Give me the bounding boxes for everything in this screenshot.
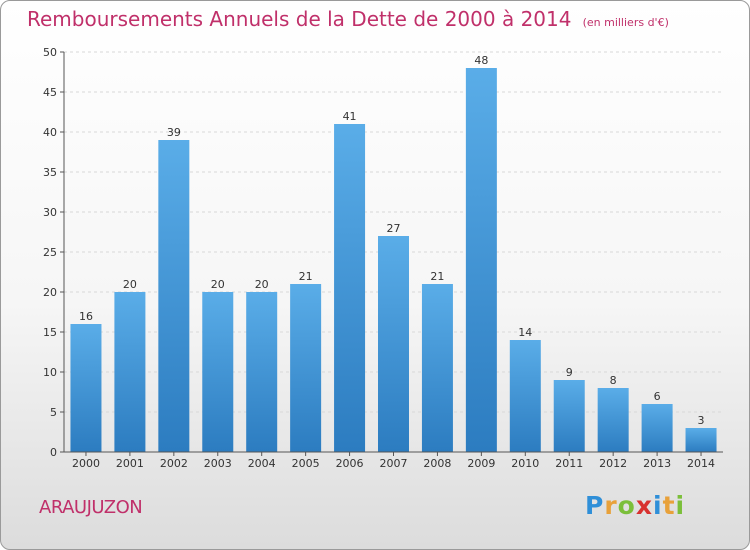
- proxiti-logo: Proxiti: [585, 491, 685, 520]
- x-tick-label: 2000: [72, 457, 100, 470]
- x-tick-label: 2007: [380, 457, 408, 470]
- chart-title: Remboursements Annuels de la Dette de 20…: [27, 7, 669, 31]
- logo-letter: t: [662, 491, 676, 520]
- bar: [158, 140, 190, 452]
- x-tick-label: 2014: [687, 457, 715, 470]
- bar: [641, 404, 673, 452]
- y-tick-label: 5: [50, 406, 57, 419]
- bar: [465, 68, 497, 452]
- y-tick-label: 10: [43, 366, 57, 379]
- data-label: 20: [255, 278, 269, 291]
- y-tick-label: 20: [43, 286, 57, 299]
- data-label: 14: [518, 326, 532, 339]
- bar: [290, 284, 322, 452]
- bar: [334, 124, 366, 452]
- bar: [597, 388, 629, 452]
- y-tick-label: 45: [43, 86, 57, 99]
- x-tick-label: 2001: [116, 457, 144, 470]
- bar: [685, 428, 717, 452]
- bar: [509, 340, 541, 452]
- x-tick-label: 2009: [467, 457, 495, 470]
- logo-letter: P: [585, 491, 605, 520]
- x-tick-label: 2013: [643, 457, 671, 470]
- x-tick-label: 2004: [248, 457, 276, 470]
- bar: [421, 284, 453, 452]
- bar: [553, 380, 585, 452]
- logo-letter: x: [635, 491, 653, 520]
- data-label: 48: [474, 54, 488, 67]
- commune-name: ARAUJUZON: [39, 497, 143, 518]
- x-tick-label: 2008: [423, 457, 451, 470]
- bar: [70, 324, 102, 452]
- data-label: 9: [566, 366, 573, 379]
- data-label: 21: [430, 270, 444, 283]
- x-tick-label: 2010: [511, 457, 539, 470]
- data-label: 6: [654, 390, 661, 403]
- data-label: 20: [123, 278, 137, 291]
- bar: [114, 292, 146, 452]
- bar: [246, 292, 278, 452]
- data-label: 8: [610, 374, 617, 387]
- y-tick-label: 30: [43, 206, 57, 219]
- y-tick-label: 15: [43, 326, 57, 339]
- logo-letter: i: [653, 491, 663, 520]
- x-tick-label: 2006: [336, 457, 364, 470]
- data-label: 41: [343, 110, 357, 123]
- y-tick-label: 50: [43, 46, 57, 59]
- bar: [202, 292, 234, 452]
- y-tick-label: 40: [43, 126, 57, 139]
- title-main: Remboursements Annuels de la Dette de 20…: [27, 7, 572, 31]
- y-tick-label: 0: [50, 446, 57, 459]
- logo-letter: r: [604, 491, 618, 520]
- y-tick-label: 35: [43, 166, 57, 179]
- x-tick-label: 2012: [599, 457, 627, 470]
- bar: [378, 236, 409, 452]
- data-label: 21: [299, 270, 313, 283]
- title-unit: (en milliers d'€): [582, 16, 669, 29]
- x-tick-label: 2002: [160, 457, 188, 470]
- data-label: 27: [387, 222, 401, 235]
- x-tick-label: 2011: [555, 457, 583, 470]
- data-label: 3: [698, 414, 705, 427]
- y-tick-label: 25: [43, 246, 57, 259]
- data-label: 39: [167, 126, 181, 139]
- data-label: 16: [79, 310, 93, 323]
- logo-letter: i: [675, 491, 686, 520]
- x-tick-label: 2005: [292, 457, 320, 470]
- logo-letter: o: [617, 491, 636, 520]
- x-tick-label: 2003: [204, 457, 232, 470]
- data-label: 20: [211, 278, 225, 291]
